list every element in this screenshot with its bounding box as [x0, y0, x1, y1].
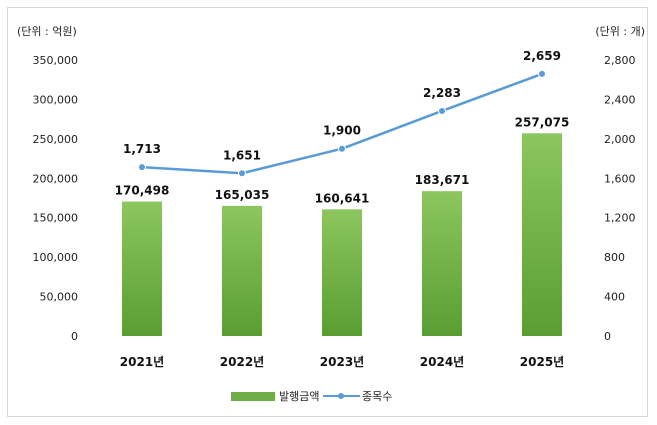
bar	[322, 209, 362, 336]
category-label: 2022년	[220, 355, 264, 369]
bar	[122, 201, 162, 336]
bar-value-label: 165,035	[215, 188, 270, 202]
left-axis-tick-label: 0	[71, 330, 78, 343]
bar-data-labels: 170,498 165,035 160,641 183,671 257,075	[115, 115, 570, 205]
right-axis-tick-label: 1,200	[604, 212, 636, 225]
bar-value-label: 170,498	[115, 184, 170, 198]
right-axis-tick-label: 800	[604, 251, 625, 264]
category-label: 2021년	[120, 355, 164, 369]
line-point	[238, 169, 246, 178]
category-label: 2024년	[420, 355, 464, 369]
bar-series	[122, 133, 562, 336]
right-axis-tick-label: 0	[604, 330, 611, 343]
legend-bar-label: 발행금액	[279, 390, 319, 403]
left-axis-tick-label: 200,000	[33, 172, 79, 185]
line-data-labels: 1,713 1,651 1,900 2,283 2,659	[123, 49, 561, 162]
bar-value-label: 183,671	[415, 173, 470, 187]
bar	[522, 133, 562, 336]
bar-value-label: 257,075	[515, 115, 570, 129]
left-axis-tick-label: 150,000	[33, 212, 79, 225]
right-axis-tick-label: 2,400	[604, 93, 636, 106]
right-axis-ticks: 0 400 800 1,200 1,600 2,000 2,400 2,800	[604, 54, 636, 343]
category-axis-labels: 2021년 2022년 2023년 2024년 2025년	[120, 355, 564, 369]
line-value-label: 1,713	[123, 142, 161, 156]
legend: 발행금액 종목수	[231, 390, 392, 403]
category-label: 2023년	[320, 355, 364, 369]
left-axis-tick-label: 350,000	[33, 54, 79, 67]
left-axis-tick-label: 300,000	[33, 93, 79, 106]
bar-value-label: 160,641	[315, 191, 370, 205]
line-value-label: 2,659	[523, 49, 561, 63]
line-point	[438, 106, 446, 115]
left-axis-tick-label: 250,000	[33, 133, 79, 146]
left-axis-tick-label: 50,000	[40, 291, 79, 304]
line-point	[538, 69, 546, 78]
left-axis-unit-label: (단위 : 억원)	[17, 25, 77, 38]
category-label: 2025년	[520, 355, 564, 369]
right-axis-tick-label: 2,800	[604, 54, 636, 67]
line-point	[138, 163, 146, 172]
left-axis-ticks: 0 50,000 100,000 150,000 200,000 250,000 300,0…	[33, 54, 79, 343]
right-axis-tick-label: 1,600	[604, 172, 636, 185]
line-point	[338, 144, 346, 153]
left-axis-tick-label: 100,000	[33, 251, 79, 264]
bar	[222, 205, 262, 336]
legend-line-label: 종목수	[362, 390, 392, 403]
line-value-label: 1,651	[223, 148, 261, 162]
legend-line-marker	[338, 393, 344, 399]
line-value-label: 1,900	[323, 124, 361, 138]
right-axis-tick-label: 2,000	[604, 133, 636, 146]
bar	[422, 191, 462, 336]
legend-bar-swatch	[231, 392, 275, 401]
right-axis-tick-label: 400	[604, 291, 625, 304]
right-axis-unit-label: (단위 : 개)	[595, 25, 645, 38]
line-series	[138, 69, 546, 178]
line-value-label: 2,283	[423, 86, 461, 100]
